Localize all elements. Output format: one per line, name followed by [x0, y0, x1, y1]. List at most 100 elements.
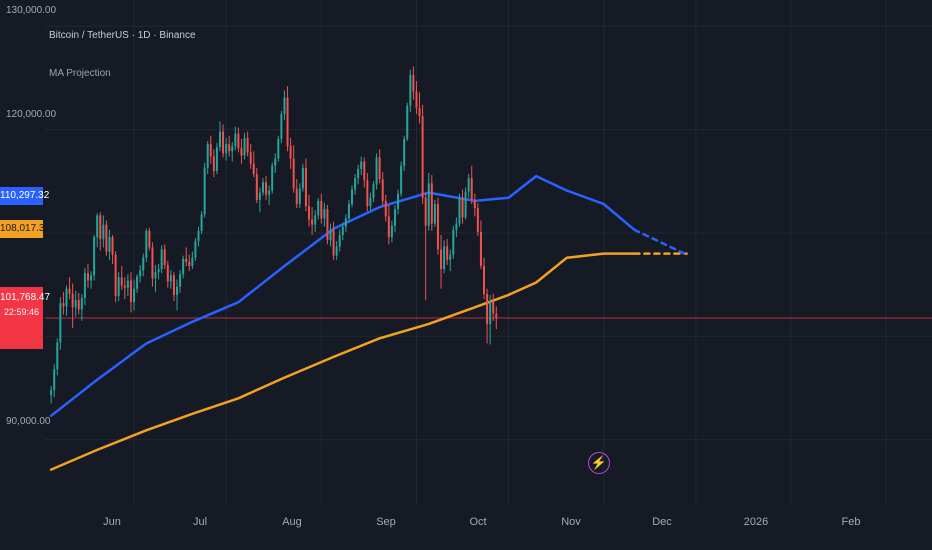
candle-body — [191, 257, 194, 267]
candle-body — [449, 254, 452, 260]
candle-body — [62, 303, 65, 307]
candle-body — [446, 246, 449, 260]
candle-body — [185, 258, 188, 262]
candle-body — [117, 277, 120, 296]
candle-body — [338, 235, 341, 247]
candle-body — [142, 257, 145, 271]
x-tick-label: Nov — [561, 516, 581, 528]
candle-body — [102, 224, 105, 240]
candle-body — [430, 183, 433, 224]
candle-body — [280, 114, 283, 139]
candle-body — [443, 246, 446, 270]
candle-body — [455, 223, 458, 230]
candle-body — [314, 215, 317, 225]
last-price-badge: 101,768.47 22:59:46 — [0, 287, 50, 349]
candle-body — [176, 286, 179, 295]
ma-fast-price-badge: 110,297.32 — [0, 187, 49, 205]
candle-body — [326, 209, 329, 241]
candle-body — [406, 105, 409, 139]
y-tick-label: 120,000.00 — [6, 109, 57, 120]
candle-body — [86, 273, 89, 281]
candle-body — [476, 208, 479, 232]
candle-body — [182, 258, 185, 275]
indicator-label[interactable]: MA Projection — [49, 68, 111, 79]
candle-body — [421, 116, 424, 198]
candle-body — [351, 189, 353, 205]
candle-body — [397, 193, 400, 210]
candle-body — [243, 137, 246, 156]
candle-body — [105, 224, 108, 252]
candle-body — [301, 167, 304, 189]
candle-body — [237, 133, 240, 149]
candle-body — [323, 209, 326, 219]
candle-body — [157, 269, 160, 273]
candle-body — [255, 174, 258, 200]
candle-body — [424, 197, 427, 226]
candle-body — [206, 144, 209, 168]
candle-body — [249, 152, 252, 164]
candle-body — [393, 209, 396, 226]
ma-slow-price-badge: 108,017.36 — [0, 220, 50, 238]
candle-body — [53, 369, 56, 391]
candle-body — [228, 144, 231, 152]
candle-body — [93, 237, 96, 276]
candle-body — [71, 293, 74, 308]
candle-body — [409, 74, 412, 106]
candle-body — [464, 191, 467, 218]
candle-body — [246, 137, 249, 153]
candle-body — [360, 161, 363, 169]
candle-body — [467, 178, 470, 192]
candle-body — [111, 237, 114, 255]
candle-body — [68, 288, 71, 294]
candle-body — [440, 249, 443, 270]
candle-body — [433, 204, 436, 224]
lightning-icon[interactable]: ⚡ — [588, 452, 610, 474]
x-tick-label: 2026 — [743, 516, 769, 528]
ma-fast-projection — [633, 228, 688, 256]
candle-body — [412, 74, 415, 92]
candle-body — [427, 183, 430, 226]
candle-body — [166, 264, 169, 282]
candle-body — [458, 197, 461, 224]
candle-body — [366, 180, 369, 207]
candle-body — [329, 229, 332, 241]
candle-body — [160, 249, 163, 270]
candle-body — [289, 146, 292, 159]
candle-body — [261, 182, 264, 193]
candle-body — [139, 270, 142, 277]
candle-body — [384, 200, 387, 217]
candle-body — [212, 156, 215, 171]
candle-body — [483, 266, 486, 294]
candle-body — [80, 298, 83, 310]
candle-body — [320, 200, 323, 219]
candle-body — [90, 275, 93, 281]
candle-body — [492, 301, 495, 314]
candle-body — [292, 158, 295, 189]
x-tick-label: Oct — [469, 516, 487, 528]
candle-body — [154, 272, 157, 279]
candle-body — [151, 247, 154, 279]
symbol-title[interactable]: Bitcoin / TetherUS · 1D · Binance — [49, 30, 196, 41]
candle-body — [265, 182, 268, 195]
candle-body — [317, 200, 320, 216]
x-tick-label: Aug — [282, 516, 302, 528]
candle-body — [298, 188, 301, 205]
candle-body — [145, 230, 148, 258]
candle-body — [114, 254, 117, 296]
candle-body — [415, 91, 418, 108]
candle-body — [222, 131, 225, 154]
candle-body — [203, 167, 206, 215]
candle-body — [387, 216, 390, 238]
candle-body — [479, 231, 482, 267]
candle-body — [304, 167, 307, 207]
x-tick-label: Jun — [103, 516, 121, 528]
x-tick-label: Dec — [652, 516, 672, 528]
candle-body — [96, 215, 99, 238]
candle-body — [99, 215, 102, 240]
candle-body — [215, 147, 218, 171]
candle-body — [129, 280, 132, 303]
candle-body — [354, 178, 357, 190]
candle-body — [381, 179, 384, 201]
candle-body — [347, 204, 350, 219]
